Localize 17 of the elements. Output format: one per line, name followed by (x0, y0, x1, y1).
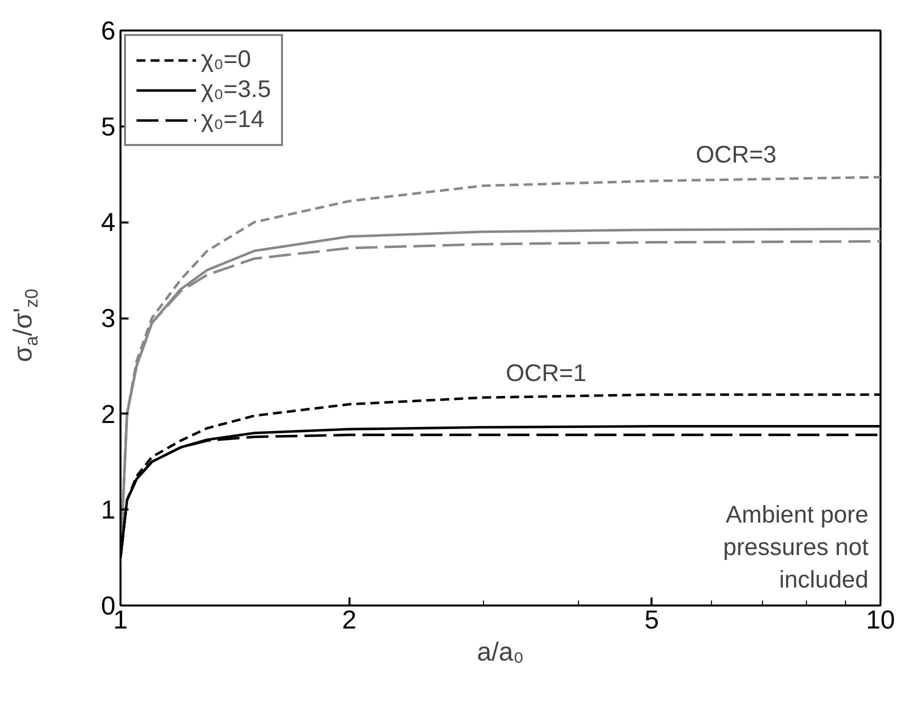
y-tick-label: 4 (101, 207, 116, 238)
y-tick-label: 5 (101, 111, 116, 142)
x-tick-label: 10 (866, 604, 895, 634)
legend-label: χ₀=0 (201, 46, 251, 74)
legend-label: χ₀=14 (201, 106, 264, 134)
y-tick-label: 6 (101, 16, 116, 46)
x-tick-label: 2 (342, 604, 357, 634)
annotation: Ambient pore pressures not included (723, 502, 869, 594)
x-tick-label: 5 (644, 604, 659, 634)
annotation: OCR=1 (506, 360, 586, 387)
y-tick-label: 3 (101, 303, 116, 333)
y-tick-label: 2 (101, 398, 116, 429)
x-axis-title: a/a₀ (477, 636, 524, 666)
annotation: OCR=3 (696, 142, 776, 168)
y-tick-label: 1 (101, 494, 116, 525)
y-tick-label: 0 (101, 590, 116, 620)
legend-label: χ₀=3.5 (201, 76, 271, 104)
